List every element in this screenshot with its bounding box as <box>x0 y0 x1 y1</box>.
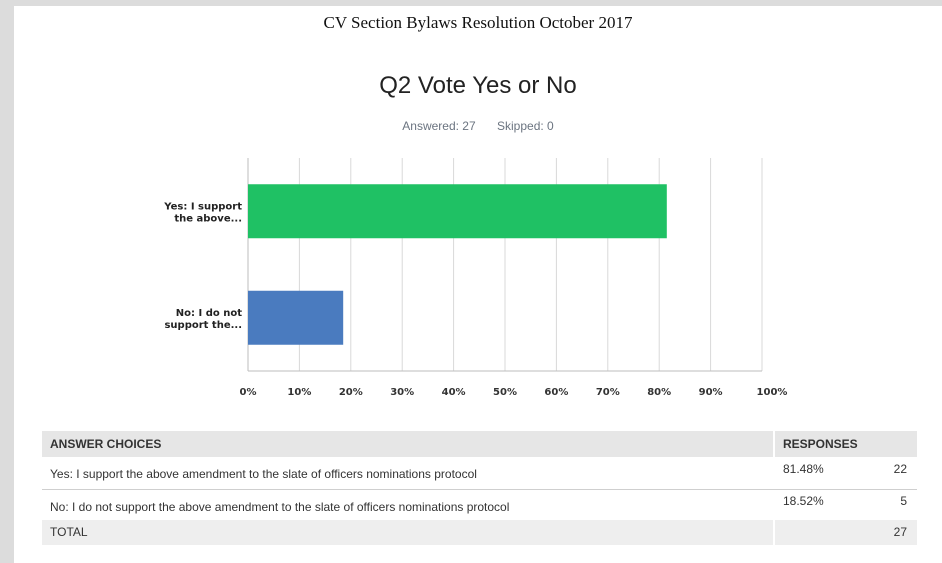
x-tick-label: 100% <box>757 387 788 398</box>
bar-chart: 0% 10% 20% 30% 40% 50% 60% 70% 80% 90% 100% Yes: I … <box>163 158 788 398</box>
response-percent: 81.48% <box>783 462 824 476</box>
table-row: No: I do not support the above amendment… <box>42 490 917 521</box>
answered-count: Answered: 27 <box>402 119 476 133</box>
total-count: 27 <box>893 525 907 539</box>
response-percent: 18.52% <box>783 494 824 508</box>
x-tick-label: 50% <box>493 387 517 398</box>
responses-header: RESPONSES <box>783 437 858 451</box>
x-tick-label: 60% <box>544 387 568 398</box>
category-label: No: I do not <box>176 308 242 319</box>
x-tick-label: 70% <box>596 387 620 398</box>
skipped-count: Skipped: 0 <box>497 119 554 133</box>
total-label: TOTAL <box>50 525 88 539</box>
header-separator <box>773 431 775 457</box>
x-tick-label: 20% <box>339 387 363 398</box>
bar <box>248 290 344 345</box>
total-row: TOTAL 27 <box>42 520 917 545</box>
response-count: 22 <box>893 462 907 476</box>
row-divider <box>42 489 917 490</box>
response-stats: Answered: 27 Skipped: 0 <box>14 119 942 133</box>
x-tick-label: 80% <box>647 387 671 398</box>
answer-choice-text: Yes: I support the above amendment to th… <box>50 467 477 481</box>
category-label: the above... <box>174 213 242 224</box>
x-tick-label: 30% <box>390 387 414 398</box>
category-label: Yes: I support <box>163 201 242 212</box>
answer-choice-text: No: I do not support the above amendment… <box>50 500 510 514</box>
x-tick-label: 40% <box>442 387 466 398</box>
question-title: Q2 Vote Yes or No <box>379 72 577 99</box>
answer-choices-header: ANSWER CHOICES <box>50 437 162 451</box>
table-row: Yes: I support the above amendment to th… <box>42 458 917 489</box>
survey-page: CV Section Bylaws Resolution October 201… <box>14 6 942 563</box>
x-tick-label: 90% <box>699 387 723 398</box>
document-title: CV Section Bylaws Resolution October 201… <box>323 13 633 32</box>
table-header: ANSWER CHOICES RESPONSES <box>42 431 917 457</box>
total-separator <box>773 520 775 545</box>
x-tick-label: 10% <box>287 387 311 398</box>
bar <box>248 184 667 239</box>
category-label: support the... <box>164 320 242 331</box>
x-tick-label: 0% <box>240 387 257 398</box>
response-count: 5 <box>900 494 907 508</box>
